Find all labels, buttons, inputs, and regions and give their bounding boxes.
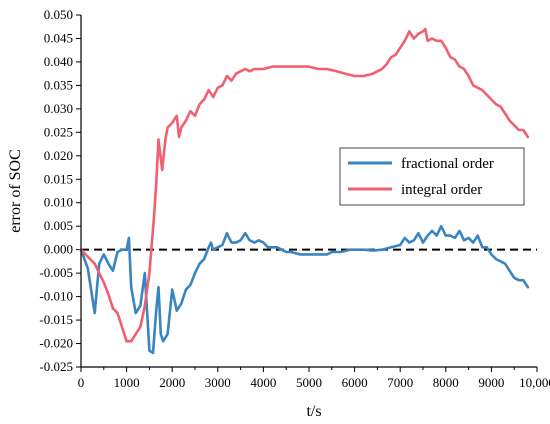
y-tick-label: -0.005: [39, 265, 73, 280]
y-tick-label: -0.020: [39, 336, 73, 351]
x-tick-label: 10,000: [519, 375, 550, 390]
y-tick-label: 0.005: [44, 218, 73, 233]
y-tick-label: 0.000: [44, 242, 73, 257]
legend-label-fractional-order: fractional order: [401, 156, 494, 172]
x-tick-label: 5000: [296, 375, 322, 390]
x-axis-title: t/s: [306, 403, 321, 420]
y-tick-label: 0.030: [44, 101, 73, 116]
y-tick-label: -0.010: [39, 289, 73, 304]
series-line-integral-order: [79, 27, 530, 343]
x-tick-label: 4000: [250, 375, 276, 390]
y-tick-label: -0.025: [39, 359, 73, 374]
legend: fractional order integral order: [339, 147, 525, 206]
y-tick-label: 0.050: [44, 7, 73, 22]
x-tick-label: 6000: [342, 375, 368, 390]
x-tick-labels: 0 1000 2000 3000 4000 5000 6000 7000 8000 9000 10,…: [78, 375, 550, 390]
y-axis-title: error of SOC: [7, 149, 24, 233]
y-tick-label: -0.015: [39, 312, 73, 327]
x-tick-label: 1000: [114, 375, 140, 390]
axes: [80, 15, 537, 368]
legend-box: [339, 147, 525, 206]
y-tick-labels: -0.025 -0.020 -0.015 -0.010 -0.005 0.000 0.005…: [39, 7, 73, 374]
y-tick-label: 0.025: [44, 124, 73, 139]
y-tick-label: 0.015: [44, 171, 73, 186]
y-tick-label: 0.040: [44, 54, 73, 69]
series-line-fractional-order: [79, 224, 530, 355]
y-tick-label: 0.020: [44, 148, 73, 163]
x-tick-label: 3000: [205, 375, 231, 390]
series-lines: [79, 27, 530, 355]
legend-label-integral-order: integral order: [401, 182, 482, 198]
y-tick-label: 0.010: [44, 195, 73, 210]
y-tick-label: 0.045: [44, 30, 73, 45]
x-tick-label: 8000: [433, 375, 459, 390]
x-tick-label: 9000: [478, 375, 504, 390]
x-tick-label: 0: [78, 375, 85, 390]
x-tick-label: 7000: [387, 375, 413, 390]
y-tick-label: 0.035: [44, 77, 73, 92]
x-tick-label: 2000: [159, 375, 185, 390]
